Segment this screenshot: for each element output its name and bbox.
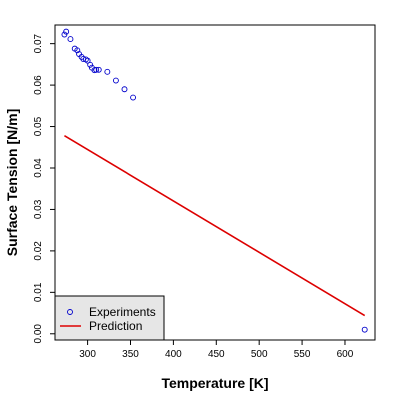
x-tick-label: 500 xyxy=(251,349,268,360)
y-tick-label: 0.05 xyxy=(33,116,44,136)
prediction-line xyxy=(64,134,366,317)
experiment-point xyxy=(93,66,100,73)
y-tick-label: 0.07 xyxy=(33,33,44,53)
y-tick-label: 0.03 xyxy=(33,199,44,219)
experiment-point xyxy=(104,68,111,75)
experiment-point xyxy=(84,57,91,64)
y-tick-label: 0.02 xyxy=(33,241,44,261)
experiment-point xyxy=(74,47,81,54)
x-tick-label: 350 xyxy=(122,349,139,360)
experiment-point xyxy=(121,86,128,93)
experiment-point xyxy=(61,31,68,38)
x-tick-label: 550 xyxy=(294,349,311,360)
y-axis: 0.00 0.01 0.02 0.03 0.04 0.05 0.06 0.07 xyxy=(33,33,56,344)
experiment-point xyxy=(95,66,102,73)
y-tick-label: 0.06 xyxy=(33,75,44,95)
y-axis-title: Surface Tension [N/m] xyxy=(4,109,20,257)
experiment-point xyxy=(112,77,119,84)
x-tick-label: 450 xyxy=(208,349,225,360)
experiment-point xyxy=(67,36,74,43)
experiment-point xyxy=(130,94,137,101)
y-tick-label: 0.04 xyxy=(33,158,44,178)
y-tick-label: 0.01 xyxy=(33,282,44,302)
x-tick-label: 300 xyxy=(79,349,96,360)
legend-label: Prediction xyxy=(89,319,142,333)
series-layer xyxy=(61,28,368,333)
legend-box xyxy=(54,295,165,341)
experiment-point xyxy=(82,56,89,63)
x-axis-title: Temperature [K] xyxy=(161,375,268,391)
legend-label: Experiments xyxy=(89,305,156,319)
y-tick-label: 0.00 xyxy=(33,324,44,344)
experiment-point xyxy=(361,326,368,333)
experiment-point xyxy=(87,61,94,68)
legend-point-swatch xyxy=(67,309,73,315)
experiment-point xyxy=(63,28,70,35)
x-tick-label: 600 xyxy=(337,349,354,360)
x-tick-label: 400 xyxy=(165,349,182,360)
